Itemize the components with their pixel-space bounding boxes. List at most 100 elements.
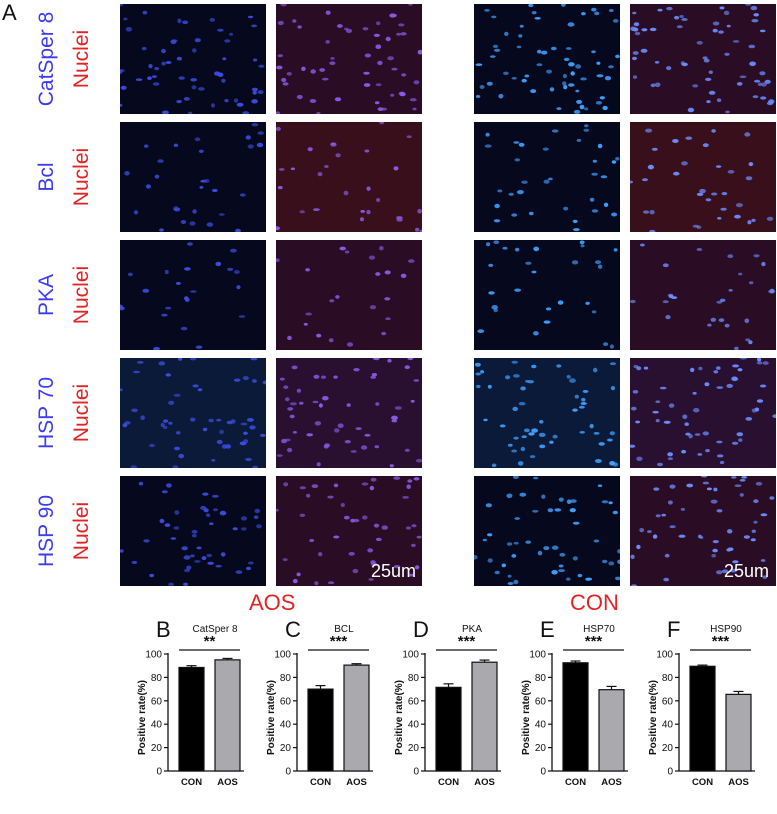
x-tick-label: CON: [438, 777, 459, 788]
y-tick-label: 60: [280, 696, 292, 707]
bar: [471, 661, 498, 772]
y-tick-label: 40: [408, 720, 420, 731]
micrograph-image: [630, 122, 776, 232]
x-tick-label: CON: [692, 777, 713, 788]
y-axis-label: Positive rate(%): [266, 680, 277, 755]
bar: [562, 662, 589, 772]
bar: [178, 666, 205, 772]
row-label-stain: Nuclei: [70, 147, 93, 207]
y-tick-label: 60: [662, 696, 674, 707]
group-label-aos: AOS: [249, 590, 296, 615]
micrograph-image: [474, 4, 620, 114]
bar: [725, 693, 752, 772]
bar: [307, 688, 334, 772]
significance-stars: ***: [458, 633, 476, 650]
x-tick-label: AOS: [217, 777, 238, 788]
chart-title: BCL: [334, 624, 354, 635]
micrograph-image: [630, 4, 776, 114]
bar-chart-svg: C BCL*** 0 20 40 60 80 100 Positive rate(%) CON AO…: [266, 617, 378, 788]
bar-chart-svg: B CatSper 8** 0 20 40 60 80 100 Positive rate(%)…: [137, 617, 249, 788]
row-label-stain: Nuclei: [70, 501, 93, 561]
chart-title: HSP90: [710, 624, 742, 635]
y-tick-label: 100: [402, 650, 419, 661]
y-tick-label: 40: [535, 720, 547, 731]
bar-chart-panel: E HSP70 *** 0 20 40 60 80 100 Positive rate(%) CON…: [500, 604, 633, 809]
y-tick-label: 80: [151, 673, 163, 684]
micrograph-image: [630, 476, 776, 586]
micrograph-image: [120, 240, 266, 350]
bar-chart-svg: F HSP90*** 0 20 40 60 80 100 Positive rate(%) CON…: [648, 617, 760, 788]
bar: [598, 689, 625, 772]
y-tick-label: 80: [662, 673, 674, 684]
y-tick-label: 40: [662, 720, 674, 731]
micrograph-image: [474, 476, 620, 586]
bar: [214, 659, 241, 772]
y-axis-label: Positive rate(%): [521, 680, 532, 755]
scale-bar-right: 25um: [724, 561, 770, 581]
bar-chart-panel: D PKA *** 0 20 40 60 80 100 Positive rate(%) CON AO…: [373, 604, 506, 809]
row-label-marker: CatSper 8: [35, 11, 58, 107]
y-tick-label: 80: [535, 673, 547, 684]
y-tick-label: 20: [151, 743, 163, 754]
micrograph-image: [276, 358, 422, 468]
panel-letter: B: [156, 617, 171, 642]
y-tick-label: 40: [151, 720, 163, 731]
y-tick-label: 60: [535, 696, 547, 707]
y-tick-label: 100: [656, 650, 673, 661]
y-tick-label: 60: [151, 696, 163, 707]
y-tick-label: 0: [540, 767, 546, 778]
row-label-stain: Nuclei: [70, 383, 93, 443]
panel-letter: D: [413, 617, 429, 642]
chart-title: HSP70: [583, 624, 615, 635]
bar: [343, 664, 370, 772]
chart-title: CatSper 8: [192, 624, 237, 635]
micrograph-image: [276, 476, 422, 586]
bar-chart-panel: B CatSper 8 ** 0 20 40 60 80 100 Positive rate(%)…: [116, 604, 249, 809]
significance-stars: **: [204, 633, 216, 650]
y-tick-label: 60: [408, 696, 420, 707]
scale-bar-left: 25um: [371, 561, 417, 581]
micrograph-image: [120, 122, 266, 232]
x-tick-label: CON: [181, 777, 202, 788]
y-tick-label: 20: [408, 743, 420, 754]
micrograph-image: [474, 122, 620, 232]
panel-letter-a: A: [2, 0, 17, 25]
micrograph-image: [630, 240, 776, 350]
row-label-marker: HSP 90: [35, 495, 58, 567]
x-tick-label: CON: [310, 777, 331, 788]
row-label-marker: HSP 70: [35, 377, 58, 449]
micrograph-image: [630, 358, 776, 468]
y-tick-label: 20: [535, 743, 547, 754]
panel-letter: E: [540, 617, 555, 642]
micrograph-image: [120, 358, 266, 468]
group-label-con: CON: [570, 590, 619, 615]
y-tick-label: 0: [413, 767, 419, 778]
y-axis-label: Positive rate(%): [648, 680, 659, 755]
y-tick-label: 80: [408, 673, 420, 684]
row-label-stain: Nuclei: [70, 29, 93, 89]
micrograph-image: [120, 4, 266, 114]
micrograph-image: [276, 4, 422, 114]
x-tick-label: AOS: [728, 777, 749, 788]
y-tick-label: 0: [156, 767, 162, 778]
y-tick-label: 0: [667, 767, 673, 778]
micrograph-image: [474, 240, 620, 350]
y-tick-label: 20: [662, 743, 674, 754]
y-axis-label: Positive rate(%): [137, 680, 148, 755]
y-tick-label: 0: [285, 767, 291, 778]
significance-stars: ***: [585, 633, 603, 650]
y-tick-label: 100: [274, 650, 291, 661]
x-tick-label: AOS: [601, 777, 622, 788]
bar-chart-panel: F HSP90 *** 0 20 40 60 80 100 Positive rate(%) CON…: [627, 604, 760, 809]
x-tick-label: AOS: [474, 777, 495, 788]
micrograph-image: [276, 122, 422, 232]
y-tick-label: 100: [529, 650, 546, 661]
chart-title: PKA: [462, 624, 482, 635]
bar-chart-panel: C BCL *** 0 20 40 60 80 100 Positive rate(%) CON AO…: [245, 604, 378, 809]
micrograph-image: [474, 358, 620, 468]
y-tick-label: 80: [280, 673, 292, 684]
bar: [689, 665, 716, 772]
x-tick-label: AOS: [346, 777, 367, 788]
bar-chart-svg: E HSP70*** 0 20 40 60 80 100 Positive rate(%) CON…: [521, 617, 633, 788]
bar: [435, 686, 462, 772]
